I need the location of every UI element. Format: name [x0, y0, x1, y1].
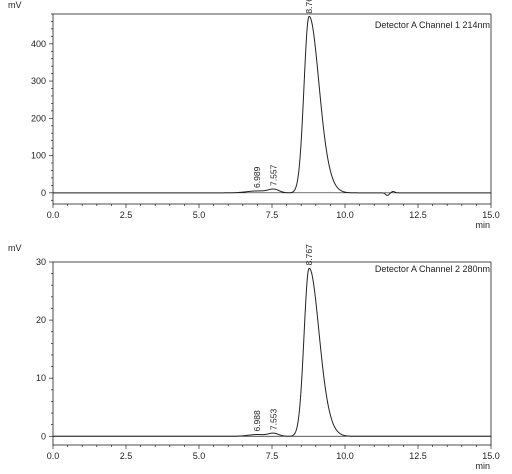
y-tick-label: 30 — [36, 257, 46, 267]
x-tick-label: 15.0 — [482, 210, 500, 220]
y-tick-label: 0 — [41, 188, 46, 198]
y-tick-label: 100 — [31, 151, 46, 161]
x-tick-label: 12.5 — [409, 451, 427, 461]
y-tick-label: 200 — [31, 113, 46, 123]
x-tick-label: 2.5 — [120, 210, 133, 220]
signal-trace — [53, 267, 491, 437]
y-tick-label: 400 — [31, 39, 46, 49]
peak-label: 8.767 — [304, 244, 314, 266]
chromatogram-panel-280nm: mV Detector A Channel 2 280nm min 0.0 2.5… — [8, 243, 500, 471]
x-tick-label: 5.0 — [193, 451, 206, 461]
x-tick-label: 0.0 — [47, 210, 60, 220]
y-tick-label: 20 — [36, 315, 46, 325]
chromatogram-panel-214nm: mV Detector A Channel 1 214nm min 0.0 2.5… — [8, 0, 500, 230]
x-tick-label: 15.0 — [482, 451, 500, 461]
peak-label: 7.553 — [269, 409, 279, 431]
y-unit-label: mV — [8, 0, 22, 10]
x-tick-label: 12.5 — [409, 210, 427, 220]
x-tick-label: 7.5 — [266, 210, 279, 220]
peak-label: 8.765 — [304, 0, 314, 14]
y-unit-label: mV — [8, 243, 22, 253]
x-tick-label: 5.0 — [193, 210, 206, 220]
x-axis-label: min — [475, 461, 490, 471]
peak-label: 6.989 — [252, 166, 262, 188]
x-tick-label: 10.0 — [336, 210, 354, 220]
signal-trace — [53, 15, 491, 196]
x-axis-label: min — [475, 220, 490, 230]
peak-label: 6.988 — [252, 410, 262, 432]
x-tick-label: 10.0 — [336, 451, 354, 461]
legend-text: Detector A Channel 2 280nm — [375, 264, 490, 274]
y-tick-label: 300 — [31, 76, 46, 86]
y-tick-label: 10 — [36, 373, 46, 383]
peak-label: 7.557 — [269, 164, 279, 186]
legend-text: Detector A Channel 1 214nm — [375, 20, 490, 30]
x-tick-label: 2.5 — [120, 451, 133, 461]
x-tick-label: 7.5 — [266, 451, 279, 461]
x-tick-label: 0.0 — [47, 451, 60, 461]
y-tick-label: 0 — [41, 431, 46, 441]
